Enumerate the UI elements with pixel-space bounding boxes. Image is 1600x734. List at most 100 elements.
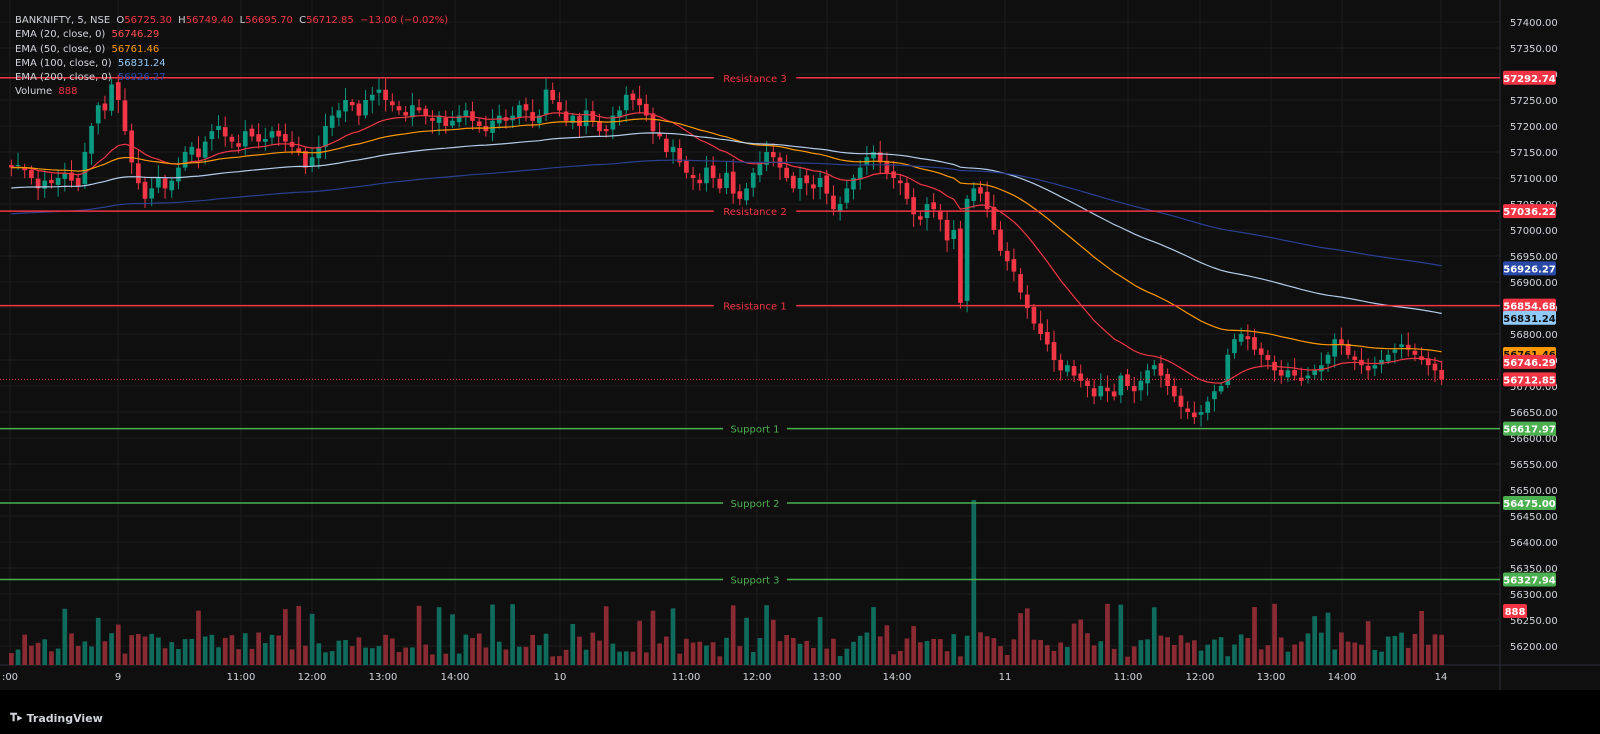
volume-bar bbox=[336, 640, 342, 665]
candle-body bbox=[1038, 323, 1043, 334]
volume-bar bbox=[296, 605, 302, 665]
candle-body bbox=[597, 121, 602, 132]
level-label: Resistance 3 bbox=[723, 74, 786, 85]
time-tick-label: 9 bbox=[115, 672, 121, 683]
volume-bar bbox=[563, 649, 569, 665]
volume-bar bbox=[303, 645, 308, 665]
volume-bar bbox=[95, 617, 101, 665]
candle-body bbox=[1011, 259, 1017, 272]
candle-body bbox=[844, 188, 850, 203]
candle-body bbox=[938, 210, 943, 220]
candle-body bbox=[249, 128, 255, 137]
candle-body bbox=[857, 167, 863, 180]
level-line-support-1[interactable]: Support 1 56617.97 bbox=[0, 421, 1556, 436]
volume-bar bbox=[102, 641, 108, 665]
price-tick-label: 57350.00 bbox=[1510, 44, 1558, 55]
legend-c-label: C bbox=[299, 15, 307, 26]
candle-body bbox=[1245, 336, 1251, 340]
volume-bar bbox=[1425, 644, 1431, 665]
candle-body bbox=[343, 100, 348, 112]
time-tick-label: 11:00 bbox=[1114, 672, 1143, 683]
candle-body bbox=[811, 184, 816, 189]
candle-body bbox=[951, 230, 957, 239]
candle-body bbox=[276, 130, 282, 137]
price-tick-label: 57150.00 bbox=[1510, 148, 1558, 159]
candle-body bbox=[69, 172, 74, 181]
volume-bar bbox=[697, 641, 703, 665]
tradingview-logo[interactable]: 𝐓▸ TradingView bbox=[10, 711, 103, 725]
volume-bar bbox=[1305, 633, 1311, 665]
volume-bar bbox=[1105, 603, 1110, 665]
volume-bar bbox=[149, 633, 155, 665]
candle-body bbox=[1252, 337, 1257, 350]
volume-bar bbox=[196, 610, 201, 665]
candle-body bbox=[1385, 354, 1391, 362]
candle-body bbox=[336, 110, 342, 118]
volume-bar bbox=[1138, 640, 1144, 665]
candle-body bbox=[650, 113, 656, 132]
price-tick-label: 56400.00 bbox=[1510, 538, 1558, 549]
volume-bar bbox=[931, 639, 937, 665]
legend-ema50-row[interactable]: EMA (50, close, 0) 56761.46 bbox=[15, 43, 451, 57]
candle-body bbox=[530, 112, 536, 121]
volume-bar bbox=[229, 635, 235, 665]
price-tick-label: 56950.00 bbox=[1510, 252, 1558, 263]
chart-canvas[interactable]: 57400.0057350.0057300.0057250.0057200.00… bbox=[0, 0, 1600, 690]
volume-bar bbox=[1365, 621, 1371, 665]
level-line-resistance-3[interactable]: Resistance 3 57292.74 bbox=[0, 70, 1556, 85]
candle-body bbox=[1265, 355, 1271, 360]
volume-bar bbox=[1285, 651, 1291, 665]
candle-body bbox=[757, 162, 763, 176]
candle-body bbox=[1044, 331, 1050, 345]
candle-body bbox=[356, 103, 362, 116]
volume-bar bbox=[777, 641, 783, 665]
candle-body bbox=[570, 115, 576, 123]
candle-body bbox=[677, 148, 683, 163]
candle-body bbox=[196, 148, 201, 158]
candle-body bbox=[222, 127, 228, 137]
candle-body bbox=[209, 131, 215, 140]
volume-bar bbox=[971, 500, 977, 665]
legend-volume-row[interactable]: Volume 888 bbox=[15, 85, 451, 99]
volume-bar bbox=[1125, 656, 1130, 665]
candle-body bbox=[1091, 388, 1097, 397]
price-tick-label: 57100.00 bbox=[1510, 174, 1558, 185]
level-line-resistance-2[interactable]: Resistance 2 57036.22 bbox=[0, 204, 1556, 219]
volume-bar bbox=[55, 648, 61, 665]
level-line-support-2[interactable]: Support 2 56475.00 bbox=[0, 496, 1556, 510]
candle-body bbox=[877, 152, 883, 163]
volume-bar bbox=[169, 642, 175, 665]
level-line-resistance-1[interactable]: Resistance 1 56854.68 bbox=[0, 298, 1556, 313]
candle-body bbox=[1372, 365, 1378, 369]
volume-bar bbox=[176, 648, 181, 665]
candle-body bbox=[744, 188, 749, 201]
level-label: Resistance 2 bbox=[723, 207, 786, 218]
volume-bar bbox=[617, 651, 622, 665]
price-tick-label: 57000.00 bbox=[1510, 226, 1558, 237]
volume-bar bbox=[897, 650, 903, 665]
level-line-support-3[interactable]: Support 3 56327.94 bbox=[0, 572, 1556, 587]
candle-body bbox=[303, 150, 308, 168]
candle-body bbox=[55, 178, 61, 185]
candle-body bbox=[1145, 370, 1150, 384]
legend-symbol[interactable]: BANKNIFTY, 5, NSE bbox=[15, 15, 111, 26]
candle-body bbox=[1225, 354, 1231, 385]
volume-bar bbox=[389, 638, 395, 665]
legend-ema200-row[interactable]: EMA (200, close, 0) 56926.27 bbox=[15, 71, 451, 85]
volume-bar bbox=[496, 641, 502, 665]
candle-body bbox=[1125, 374, 1130, 386]
volume-bar bbox=[710, 642, 716, 665]
volume-bar bbox=[1031, 639, 1037, 665]
candle-body bbox=[443, 117, 449, 126]
legend-ema100-row[interactable]: EMA (100, close, 0) 56831.24 bbox=[15, 57, 451, 71]
volume-bar bbox=[730, 605, 736, 665]
time-tick-label: 11 bbox=[999, 672, 1012, 683]
candle-body bbox=[1238, 334, 1244, 342]
legend-ema50-label: EMA (50, close, 0) bbox=[15, 43, 106, 55]
volume-bar bbox=[1312, 616, 1318, 665]
volume-bar bbox=[1325, 612, 1331, 665]
legend-ema50-value: 56761.46 bbox=[111, 43, 160, 55]
volume-bar bbox=[877, 636, 883, 665]
legend-ema20-row[interactable]: EMA (20, close, 0) 56746.29 bbox=[15, 28, 451, 42]
